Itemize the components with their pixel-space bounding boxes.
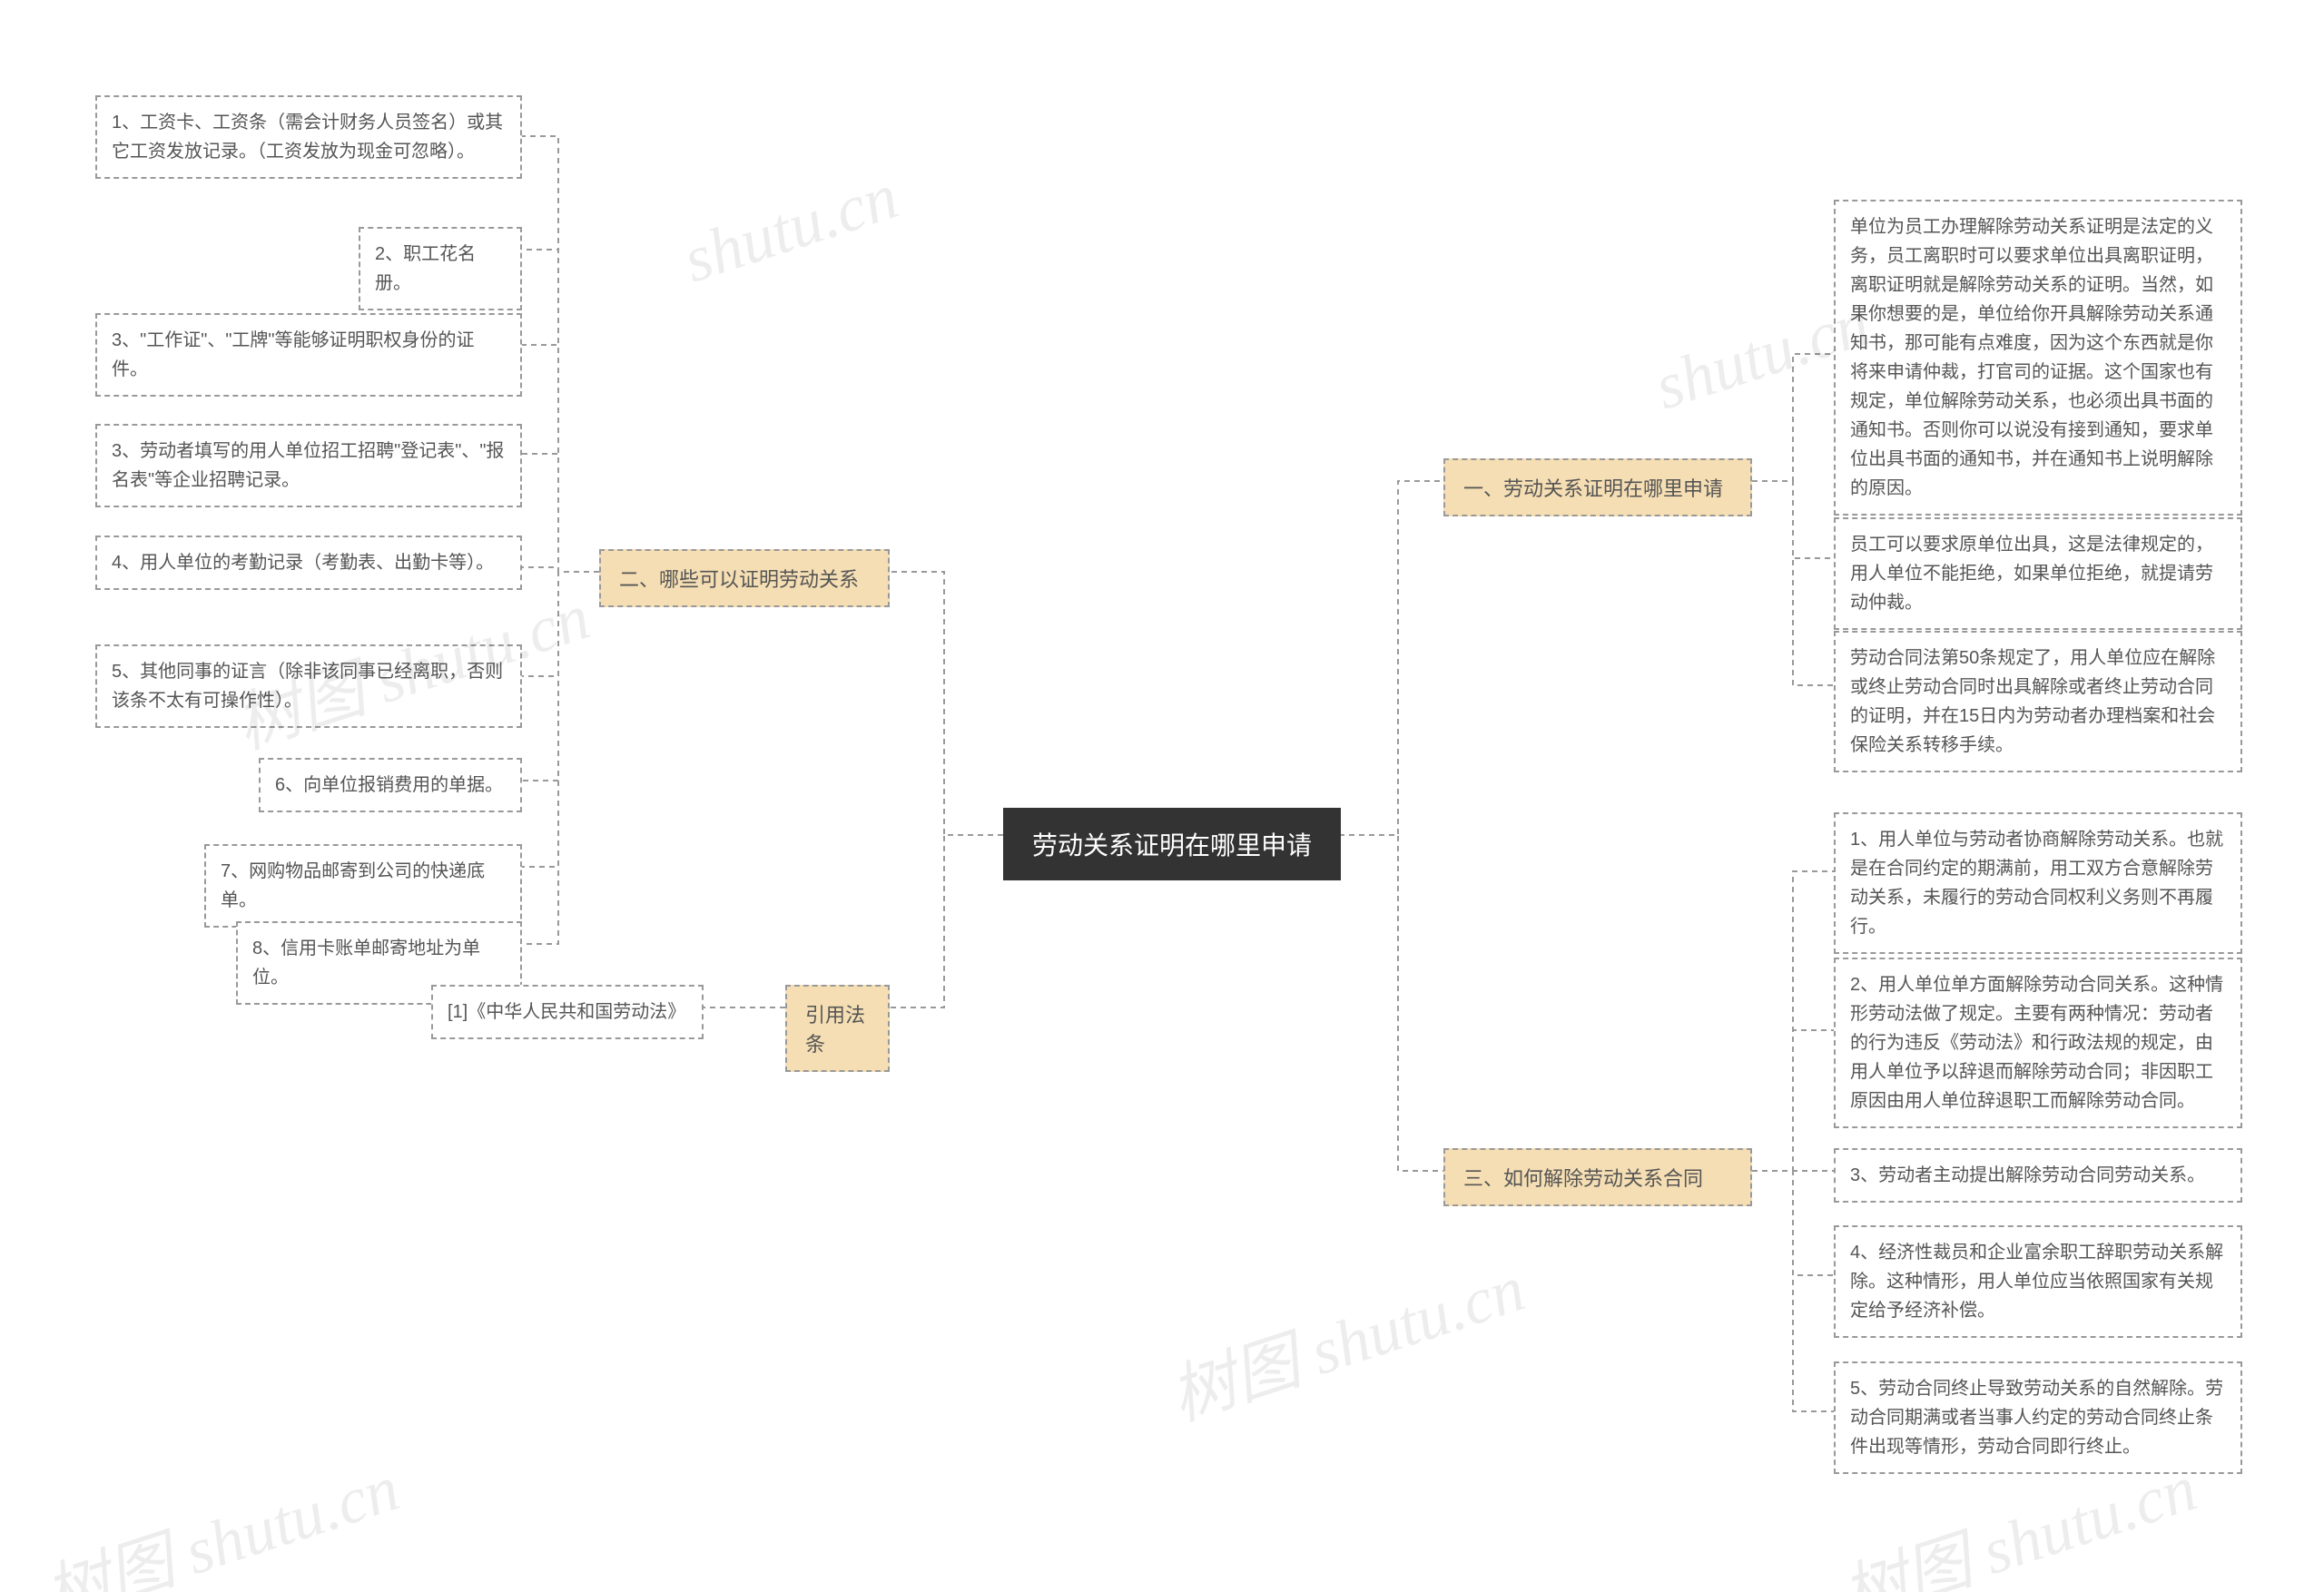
leaf-text: 2、用人单位单方面解除劳动合同关系。这种情形劳动法做了规定。主要有两种情况：劳动… [1850,975,2223,1111]
leaf-b2-8[interactable]: 7、网购物品邮寄到公司的快递底单。 [204,844,522,928]
branch-node-3[interactable]: 三、如何解除劳动关系合同 [1443,1148,1752,1206]
leaf-b1-2[interactable]: 员工可以要求原单位出具，这是法律规定的，用人单位不能拒绝，如果单位拒绝，就提请劳… [1834,517,2242,630]
leaf-text: 3、劳动者主动提出解除劳动合同劳动关系。 [1850,1165,2205,1185]
leaf-text: 6、向单位报销费用的单据。 [275,775,503,795]
root-label: 劳动关系证明在哪里申请 [1032,831,1312,860]
branch-label: 三、如何解除劳动关系合同 [1463,1167,1703,1190]
branch-node-4[interactable]: 引用法条 [785,985,890,1072]
branch-label: 一、劳动关系证明在哪里申请 [1463,477,1723,500]
leaf-b4-1[interactable]: [1]《中华人民共和国劳动法》 [431,985,704,1039]
leaf-b1-3[interactable]: 劳动合同法第50条规定了，用人单位应在解除或终止劳动合同时出具解除或者终止劳动合… [1834,631,2242,772]
leaf-text: 4、用人单位的考勤记录（考勤表、出勤卡等）。 [112,553,494,573]
branch-node-2[interactable]: 二、哪些可以证明劳动关系 [599,549,890,607]
leaf-text: 3、"工作证"、"工牌"等能够证明职权身份的证件。 [112,330,475,379]
leaf-b2-1[interactable]: 1、工资卡、工资条（需会计财务人员签名）或其它工资发放记录。（工资发放为现金可忽… [95,95,522,179]
leaf-b3-1[interactable]: 1、用人单位与劳动者协商解除劳动关系。也就是在合同约定的期满前，用工双方合意解除… [1834,812,2242,954]
watermark: 树图 shutu.cn [31,1434,409,1592]
leaf-text: 3、劳动者填写的用人单位招工招聘"登记表"、"报名表"等企业招聘记录。 [112,441,504,490]
leaf-b2-7[interactable]: 6、向单位报销费用的单据。 [259,758,522,812]
leaf-text: 5、其他同事的证言（除非该同事已经离职，否则该条不太有可操作性）。 [112,662,503,711]
leaf-b2-5[interactable]: 4、用人单位的考勤记录（考勤表、出勤卡等）。 [95,536,522,590]
leaf-text: 劳动合同法第50条规定了，用人单位应在解除或终止劳动合同时出具解除或者终止劳动合… [1850,648,2215,755]
root-node[interactable]: 劳动关系证明在哪里申请 [1003,808,1341,880]
leaf-b2-3[interactable]: 3、"工作证"、"工牌"等能够证明职权身份的证件。 [95,313,522,397]
leaf-text: [1]《中华人民共和国劳动法》 [448,1002,685,1022]
leaf-text: 5、劳动合同终止导致劳动关系的自然解除。劳动合同期满或者当事人约定的劳动合同终止… [1850,1379,2223,1457]
leaf-text: 8、信用卡账单邮寄地址为单位。 [252,938,480,988]
leaf-text: 2、职工花名册。 [375,244,476,293]
leaf-b3-2[interactable]: 2、用人单位单方面解除劳动合同关系。这种情形劳动法做了规定。主要有两种情况：劳动… [1834,958,2242,1128]
leaf-text: 单位为员工办理解除劳动关系证明是法定的义务，员工离职时可以要求单位出具离职证明，… [1850,217,2213,498]
branch-label: 二、哪些可以证明劳动关系 [619,568,859,591]
leaf-text: 1、工资卡、工资条（需会计财务人员签名）或其它工资发放记录。（工资发放为现金可忽… [112,113,503,162]
leaf-b3-3[interactable]: 3、劳动者主动提出解除劳动合同劳动关系。 [1834,1148,2242,1203]
watermark: 树图 shutu.cn [1157,1234,1535,1439]
leaf-b2-6[interactable]: 5、其他同事的证言（除非该同事已经离职，否则该条不太有可操作性）。 [95,644,522,728]
leaf-text: 员工可以要求原单位出具，这是法律规定的，用人单位不能拒绝，如果单位拒绝，就提请劳… [1850,535,2213,613]
leaf-text: 7、网购物品邮寄到公司的快递底单。 [221,861,485,910]
watermark: shutu.cn [675,159,907,299]
leaf-b3-5[interactable]: 5、劳动合同终止导致劳动关系的自然解除。劳动合同期满或者当事人约定的劳动合同终止… [1834,1361,2242,1474]
leaf-b2-4[interactable]: 3、劳动者填写的用人单位招工招聘"登记表"、"报名表"等企业招聘记录。 [95,424,522,507]
branch-node-1[interactable]: 一、劳动关系证明在哪里申请 [1443,458,1752,516]
leaf-b1-1[interactable]: 单位为员工办理解除劳动关系证明是法定的义务，员工离职时可以要求单位出具离职证明，… [1834,200,2242,516]
leaf-b3-4[interactable]: 4、经济性裁员和企业富余职工辞职劳动关系解除。这种情形，用人单位应当依照国家有关… [1834,1225,2242,1338]
branch-label: 引用法条 [805,1004,865,1056]
leaf-b2-2[interactable]: 2、职工花名册。 [359,227,522,310]
leaf-text: 1、用人单位与劳动者协商解除劳动关系。也就是在合同约定的期满前，用工双方合意解除… [1850,830,2223,937]
leaf-text: 4、经济性裁员和企业富余职工辞职劳动关系解除。这种情形，用人单位应当依照国家有关… [1850,1243,2223,1321]
